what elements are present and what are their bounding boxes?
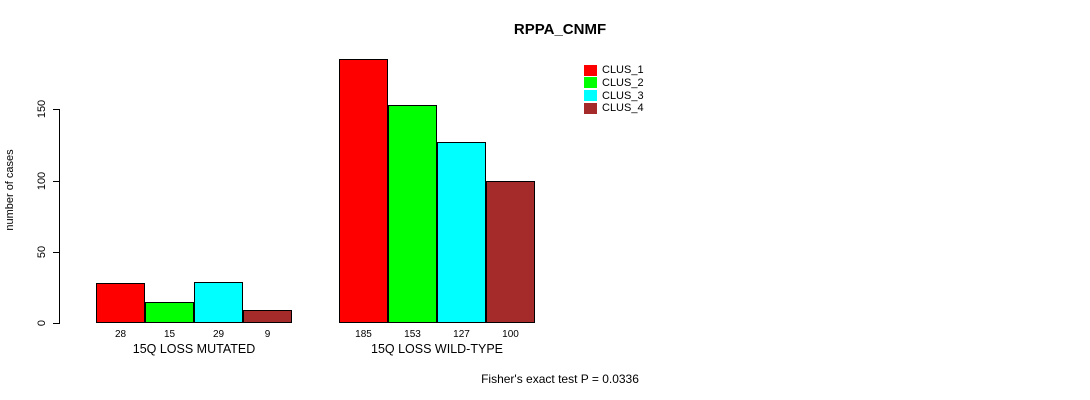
bar-clus_1 (96, 283, 145, 323)
legend-swatch-clus_2 (584, 77, 597, 89)
bar-value-label: 185 (355, 329, 372, 340)
legend-item-clus_2: CLUS_2 (584, 77, 644, 89)
legend-swatch-clus_1 (584, 64, 597, 76)
legend-swatch-clus_3 (584, 90, 597, 102)
bar-clus_1 (339, 59, 388, 323)
y-axis-tick-label: 0 (36, 319, 48, 327)
y-axis-tick (53, 180, 59, 182)
bar-value-label: 28 (114, 329, 127, 340)
group-label: 15Q LOSS WILD-TYPE (371, 342, 503, 356)
bar-value-label: 153 (404, 329, 421, 340)
y-axis-tick (53, 109, 59, 111)
y-axis-tick (53, 323, 59, 324)
y-axis-tick (53, 251, 59, 253)
bar-value-label: 127 (453, 329, 470, 340)
legend-label: CLUS_2 (602, 76, 644, 89)
legend-item-clus_1: CLUS_1 (584, 64, 644, 76)
legend-item-clus_3: CLUS_3 (584, 90, 644, 102)
legend-item-clus_4: CLUS_4 (584, 102, 644, 114)
y-axis-tick-label: 100 (36, 171, 48, 190)
bar-clus_3 (437, 142, 486, 323)
chart-title: RPPA_CNMF (513, 21, 607, 38)
group-label: 15Q LOSS MUTATED (132, 342, 256, 356)
annotation-text: Fisher's exact test P = 0.0336 (481, 372, 639, 386)
bar-clus_2 (145, 301, 194, 323)
bar-clus_4 (243, 310, 292, 323)
bar-clus_2 (388, 104, 437, 323)
y-axis-tick-label: 150 (36, 100, 48, 119)
bar-clus_4 (486, 180, 535, 323)
bar-clus_3 (194, 281, 243, 323)
bar-value-label: 15 (163, 329, 176, 340)
bar-value-label: 100 (502, 329, 519, 340)
y-axis-line (59, 109, 60, 324)
y-axis-label: number of cases (4, 149, 16, 231)
legend-label: CLUS_3 (602, 89, 644, 102)
y-axis-tick-label: 50 (36, 245, 48, 258)
legend-swatch-clus_4 (584, 102, 597, 114)
bar-value-label: 9 (264, 329, 271, 340)
legend-label: CLUS_1 (602, 64, 644, 76)
bar-value-label: 29 (212, 329, 225, 340)
legend-label: CLUS_4 (602, 102, 644, 115)
